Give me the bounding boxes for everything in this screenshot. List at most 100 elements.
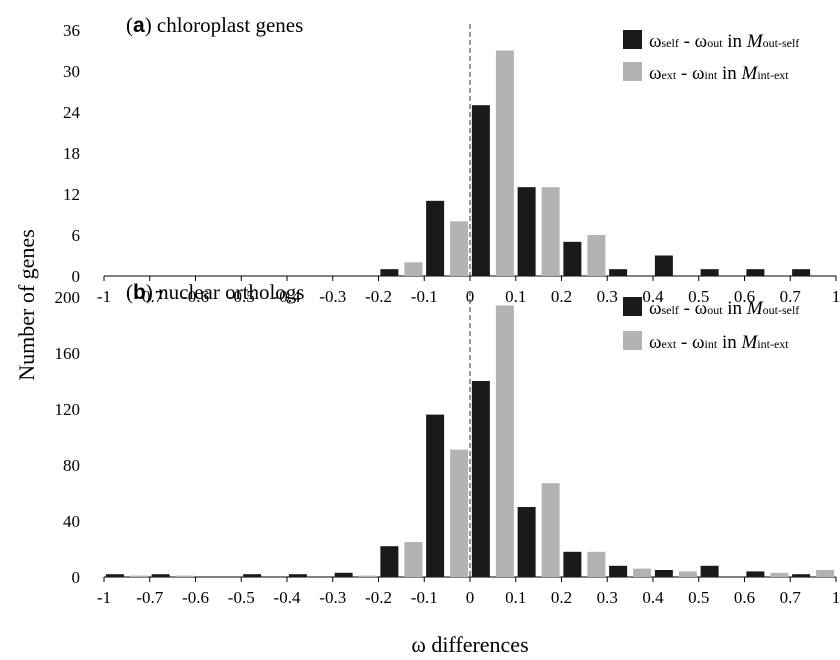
bar-series2 (495, 305, 514, 577)
bar-series1 (243, 574, 262, 577)
y-tick-label: 24 (63, 103, 81, 122)
bar-series1 (700, 269, 719, 276)
bar-series1 (746, 571, 765, 577)
bar-series1 (380, 546, 399, 577)
y-tick-label: 160 (55, 344, 81, 363)
legend-entry-series1: ωself - ωout in Mout-self (649, 298, 799, 319)
bar-series1 (792, 574, 811, 577)
x-tick-label: -1 (97, 588, 111, 607)
bar-series1 (334, 572, 353, 577)
bar-series2 (450, 221, 469, 276)
x-tick-label: 0.1 (505, 287, 526, 306)
x-tick-label: -0.3 (319, 588, 346, 607)
bar-series2 (587, 235, 606, 276)
bar-series1 (471, 105, 490, 277)
x-tick-label: -0.4 (274, 287, 301, 306)
bar-series2 (770, 572, 789, 577)
bar-series1 (609, 565, 628, 577)
bar-series2 (404, 262, 423, 276)
x-tick-label: -0.1 (411, 588, 438, 607)
bar-series2 (587, 551, 606, 577)
bar-series1 (517, 187, 536, 276)
x-tick-label: 0 (466, 287, 475, 306)
x-tick-label: -0.7 (136, 588, 163, 607)
bar-series1 (517, 507, 536, 577)
bar-series1 (105, 574, 124, 577)
bar-series1 (746, 269, 765, 276)
x-tick-label: -0.1 (411, 287, 438, 306)
bar-series2 (678, 571, 697, 577)
y-tick-label: 80 (63, 456, 80, 475)
x-tick-label: 0.6 (734, 588, 755, 607)
x-tick-label: -1 (97, 287, 111, 306)
bar-series1 (609, 269, 628, 276)
panel-title: (a) chloroplast genes (126, 13, 303, 37)
legend-swatch-series1 (623, 30, 642, 49)
bar-series1 (426, 200, 445, 276)
bar-series1 (288, 574, 307, 577)
bar-series1 (792, 269, 811, 276)
x-tick-label: 1 (832, 287, 840, 306)
y-tick-label: 120 (55, 400, 81, 419)
x-tick-label: -0.3 (319, 287, 346, 306)
bar-series1 (563, 551, 582, 577)
x-tick-label: 0.6 (734, 287, 755, 306)
bar-series1 (563, 241, 582, 276)
bar-series1 (380, 269, 399, 276)
bar-series1 (654, 570, 673, 577)
y-tick-label: 30 (63, 62, 80, 81)
bar-series1 (700, 565, 719, 577)
y-tick-label: 0 (72, 568, 81, 587)
y-tick-label: 12 (63, 185, 80, 204)
x-tick-label: -0.6 (182, 287, 209, 306)
x-tick-label: -0.2 (365, 588, 392, 607)
y-axis-label: Number of genes (14, 229, 39, 381)
x-tick-label: 0.3 (597, 287, 618, 306)
bar-series2 (541, 187, 560, 276)
legend-entry-series2: ωext - ωint in Mint-ext (649, 63, 789, 84)
bar-series1 (654, 255, 673, 276)
panel-b-nuclear: 0 40 80 120 160 200 -1 -0.7 -0.6 -0.5 -0.4 -0.3 -0.2… (55, 280, 840, 607)
bar-series2 (175, 575, 194, 577)
x-tick-label: 0.2 (551, 588, 572, 607)
legend-swatch-series1 (623, 297, 642, 316)
y-tick-label: 200 (55, 288, 81, 307)
x-tick-label: -0.5 (228, 287, 255, 306)
x-tick-label: -0.4 (274, 588, 301, 607)
panel-title: (b) nuclear orthologs (126, 280, 304, 304)
panel-a-chloroplast: 0 6 12 18 24 30 36 -1 -0.7 -0.6 -0.5 -0.4 -0.3 -0.2 -0… (63, 13, 840, 306)
x-tick-label: -0.6 (182, 588, 209, 607)
legend-swatch-series2 (623, 331, 642, 350)
x-tick-label: 0.5 (688, 588, 709, 607)
bar-series2 (404, 542, 423, 577)
x-tick-label: 1 (832, 588, 840, 607)
bar-series2 (816, 570, 835, 577)
bar-series2 (358, 575, 377, 577)
x-tick-label: -0.7 (136, 287, 163, 306)
x-tick-label: 0.4 (642, 588, 664, 607)
x-tick-label: 0.1 (505, 588, 526, 607)
y-tick-label: 36 (63, 21, 80, 40)
x-tick-label: 0.4 (642, 287, 664, 306)
bar-series2 (541, 483, 560, 577)
x-tick-label: -0.2 (365, 287, 392, 306)
x-tick-label: 0.2 (551, 287, 572, 306)
x-tick-label: 0.5 (688, 287, 709, 306)
y-tick-label: 40 (63, 512, 80, 531)
legend-entry-series1: ωself - ωout in Mout-self (649, 31, 799, 52)
bar-series2 (129, 575, 148, 577)
x-tick-label: 0.7 (780, 588, 802, 607)
legend-swatch-series2 (623, 62, 642, 81)
y-tick-label: 6 (72, 226, 81, 245)
bar-series2 (450, 449, 469, 577)
bar-series1 (151, 574, 170, 577)
x-tick-label: -0.5 (228, 588, 255, 607)
x-axis-label: ω differences (411, 632, 528, 657)
legend-entry-series2: ωext - ωint in Mint-ext (649, 332, 789, 353)
x-tick-label: 0 (466, 588, 475, 607)
bar-series2 (495, 50, 514, 276)
x-tick-label: 0.3 (597, 588, 618, 607)
bar-series2 (633, 568, 652, 577)
bar-series1 (426, 414, 445, 577)
